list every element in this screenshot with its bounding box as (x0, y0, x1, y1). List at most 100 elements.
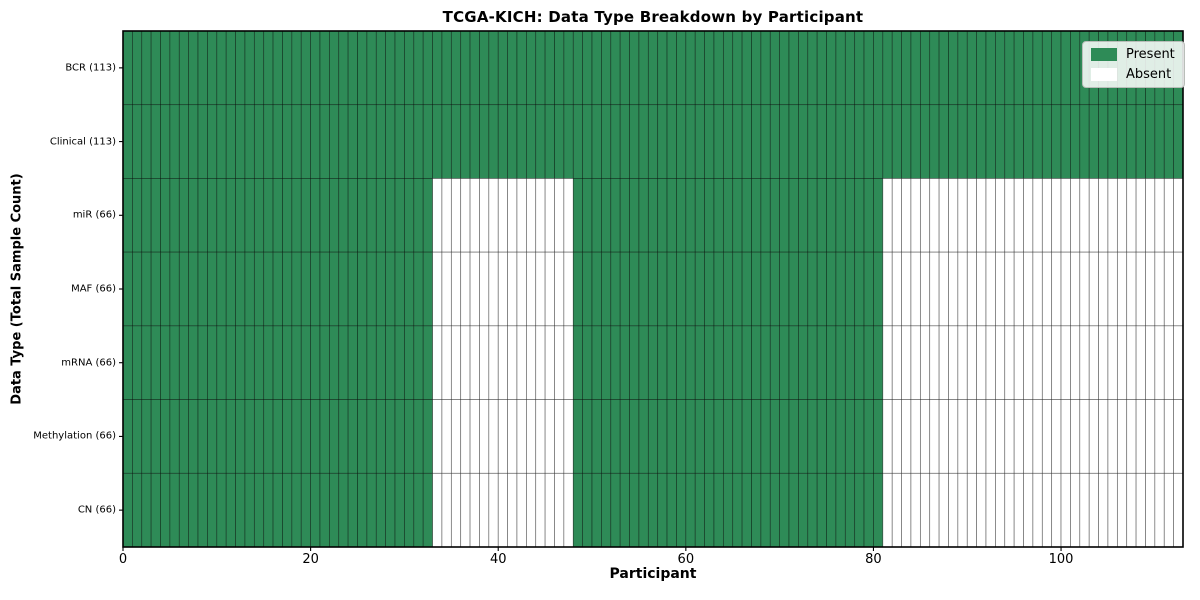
participant-cell (1032, 251, 1043, 327)
participant-cell (769, 251, 780, 327)
participant-cell (891, 104, 902, 179)
participant-cell (1060, 178, 1071, 253)
participant-cell (225, 178, 236, 253)
participant-cell (713, 325, 724, 400)
participant-cell (788, 30, 799, 106)
participant-cell (282, 30, 293, 106)
participant-cell (1070, 472, 1081, 548)
participant-cell (535, 399, 546, 474)
participant-cell (873, 178, 884, 253)
participant-cell (497, 178, 508, 253)
participant-cell (779, 178, 790, 253)
participant-cell (432, 104, 443, 179)
participant-cell (873, 325, 884, 400)
participant-cell (1004, 325, 1015, 400)
participant-cell (253, 104, 265, 179)
participant-cell (769, 399, 780, 474)
participant-cell (582, 472, 593, 548)
participant-cell (347, 178, 358, 253)
legend-label-absent: Absent (1126, 67, 1172, 82)
participant-cell (394, 251, 405, 327)
participant-cell (160, 30, 171, 106)
participant-cell (1079, 472, 1090, 548)
participant-cell (225, 472, 236, 548)
participant-cell (554, 30, 565, 106)
participant-cell (985, 472, 996, 548)
participant-cell (375, 104, 386, 179)
participant-cell (835, 251, 846, 327)
participant-cell (1088, 325, 1099, 400)
participant-cell (694, 104, 705, 179)
participant-cell (854, 104, 865, 179)
participant-cell (713, 104, 724, 179)
participant-cell (713, 30, 724, 106)
participant-cell (535, 30, 546, 106)
participant-cell (844, 104, 856, 179)
participant-cell (741, 104, 752, 179)
participant-cell (591, 104, 602, 179)
participant-cell (779, 104, 790, 179)
x-tick-label: 20 (302, 552, 319, 567)
participant-cell (966, 251, 977, 327)
participant-cell (919, 325, 931, 400)
participant-cell (572, 251, 584, 327)
participant-cell (807, 178, 818, 253)
participant-cell (985, 30, 996, 106)
participant-cell (272, 472, 283, 548)
participant-cell (826, 178, 837, 253)
participant-cell (704, 472, 715, 548)
participant-cell (488, 104, 499, 179)
participant-cell (816, 251, 827, 327)
participant-cell (141, 30, 152, 106)
participant-cell (891, 178, 902, 253)
participant-cell (1154, 325, 1165, 400)
participant-cell (422, 30, 433, 106)
participant-cell (366, 399, 377, 474)
participant-cell (1004, 472, 1015, 548)
participant-cell (329, 472, 340, 548)
participant-cell (300, 399, 311, 474)
participant-cell (910, 104, 921, 179)
participant-cell (1060, 472, 1071, 548)
participant-cell (526, 178, 537, 253)
participant-cell (929, 104, 940, 179)
participant-cell (582, 178, 593, 253)
participant-cell (479, 472, 490, 548)
participant-cell (647, 30, 659, 106)
participant-cell (610, 472, 621, 548)
participant-cell (1135, 251, 1146, 327)
participant-cell (272, 30, 283, 106)
participant-cell (601, 104, 612, 179)
chart-title: TCGA-KICH: Data Type Breakdown by Partic… (442, 8, 864, 26)
participant-cell (488, 251, 499, 327)
participant-cell (647, 251, 659, 327)
participant-cell (995, 178, 1006, 253)
participant-cell (619, 472, 630, 548)
participant-cell (207, 104, 218, 179)
participant-cell (1088, 251, 1099, 327)
participant-cell (938, 325, 949, 400)
participant-cell (441, 399, 452, 474)
participant-cell (788, 399, 799, 474)
participant-cell (835, 104, 846, 179)
participant-cell (816, 472, 827, 548)
participant-cell (394, 30, 405, 106)
participant-cell (375, 251, 386, 327)
participant-cell (1070, 325, 1081, 400)
x-tick-label: 0 (118, 552, 128, 567)
participant-cell (385, 399, 396, 474)
participant-cell (516, 30, 527, 106)
participant-cell (497, 472, 508, 548)
participant-cell (882, 472, 893, 548)
participant-cell (722, 251, 734, 327)
participant-cell (188, 325, 199, 400)
participant-cell (835, 472, 846, 548)
participant-cell (1051, 251, 1062, 327)
participant-cell (413, 472, 424, 548)
participant-cell (535, 472, 546, 548)
participant-cell (985, 399, 996, 474)
participant-cell (919, 399, 931, 474)
participant-cell (572, 30, 584, 106)
participant-cell (338, 325, 349, 400)
participant-cell (816, 325, 827, 400)
